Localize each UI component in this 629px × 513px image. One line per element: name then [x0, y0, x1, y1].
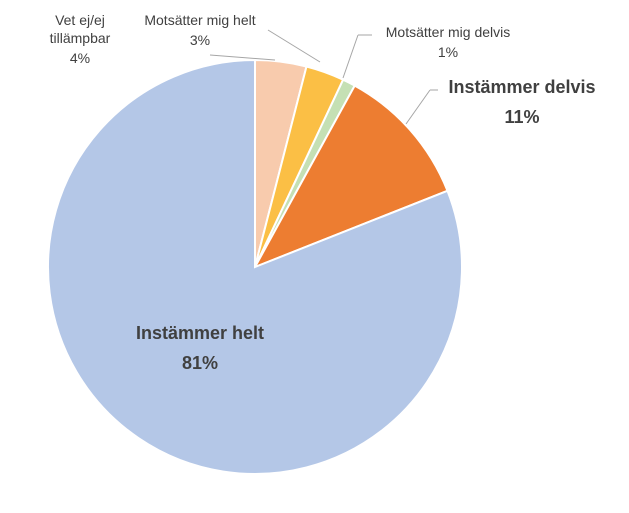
slice-value-label: 3%	[189, 32, 211, 48]
slice-label: Instämmer delvis	[448, 77, 596, 97]
slice-label: Motsätter mig helt	[144, 12, 256, 28]
leader-line	[267, 29, 321, 63]
slice-value-label: 11%	[504, 107, 540, 127]
slice-label: Motsätter mig delvis	[385, 24, 511, 40]
slice-value-label: 4%	[69, 50, 91, 66]
slice-value-label: 81%	[181, 353, 219, 373]
slice-label: Instämmer helt	[135, 323, 265, 343]
slice-value-label: 1%	[437, 44, 459, 60]
leader-line	[405, 89, 431, 125]
leader-line	[209, 54, 276, 61]
pie-slice	[47, 58, 463, 475]
pie-slice	[252, 84, 449, 269]
leader-line	[342, 34, 359, 79]
slice-label: Vet ej/ej tillämpbar	[49, 12, 111, 46]
